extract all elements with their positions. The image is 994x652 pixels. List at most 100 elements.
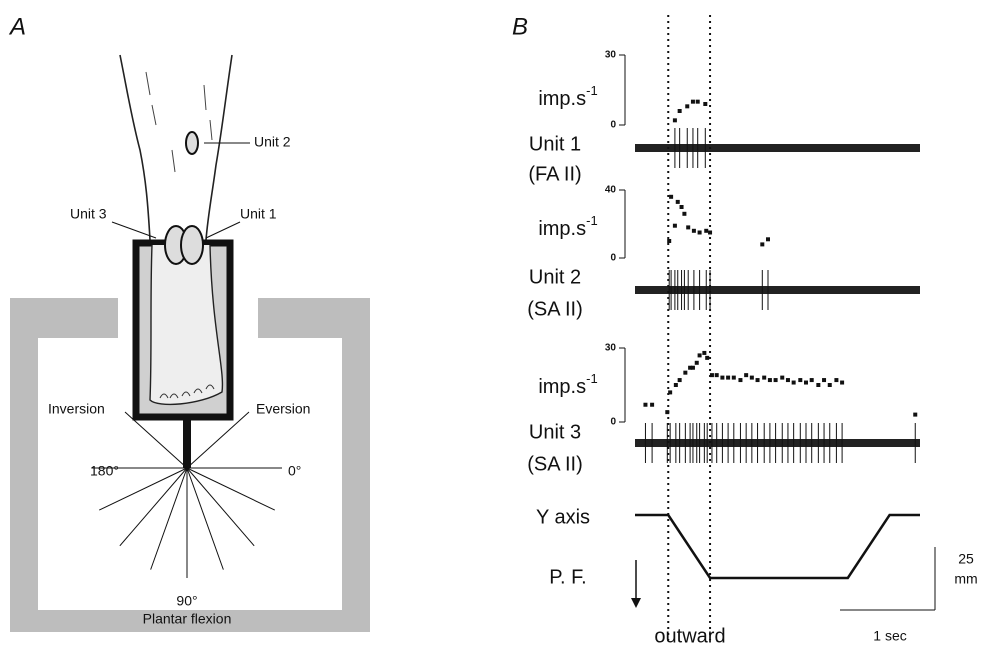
- direction-label: 180°: [90, 463, 119, 479]
- rate-dot: [766, 237, 770, 242]
- unit-name: Unit 2: [529, 266, 581, 288]
- unit-2-field: [185, 131, 199, 155]
- rate-dot: [720, 375, 725, 380]
- rate-dot: [913, 412, 918, 417]
- rate-dot: [744, 373, 749, 378]
- rate-dot: [780, 375, 785, 380]
- rate-dot: [667, 239, 672, 243]
- fan-line: [186, 467, 224, 570]
- fan-line: [150, 467, 188, 570]
- rate-dot: [668, 390, 673, 395]
- unit-label: Unit 3: [70, 206, 107, 222]
- rate-dot: [834, 378, 839, 383]
- rate-dot: [677, 109, 682, 113]
- rate-dot: [755, 378, 760, 383]
- rate-dot: [694, 360, 699, 365]
- stimulus-label: outward: [654, 625, 725, 647]
- unit-1-field: [180, 225, 204, 265]
- rate-dot: [714, 373, 719, 378]
- rate-dot: [785, 378, 790, 383]
- rate-dot: [683, 370, 688, 375]
- direction-label: Inversion: [48, 401, 105, 417]
- rate-dot: [697, 353, 702, 358]
- panel-label: A: [8, 13, 26, 40]
- unit-name: Unit 1: [529, 133, 581, 155]
- rate-dot: [749, 375, 754, 380]
- arrow: [111, 221, 157, 239]
- recording-baseline: [635, 286, 920, 294]
- rate-dot: [731, 375, 736, 380]
- panel-label: B: [512, 13, 528, 40]
- arrow-head: [631, 598, 641, 608]
- rate-dot: [686, 225, 691, 230]
- rate-dot: [773, 378, 778, 383]
- rate-unit: imp.s: [538, 376, 586, 398]
- position-label: Y axis: [536, 506, 590, 528]
- rate-dot: [695, 99, 700, 104]
- rate-dot: [690, 365, 695, 370]
- rate-dot: [809, 378, 814, 383]
- rate-exp: -1: [586, 213, 598, 228]
- fan-line: [119, 467, 188, 547]
- unit-class: (SA II): [527, 298, 583, 320]
- y-tick-label: 30: [605, 343, 617, 354]
- scale-label: 1 sec: [873, 628, 906, 644]
- rate-dot: [685, 104, 690, 109]
- rate-dot: [673, 383, 678, 387]
- unit-name: Unit 3: [529, 421, 581, 443]
- rate-unit: imp.s: [538, 218, 586, 240]
- recording-baseline: [635, 144, 920, 152]
- stem: [183, 420, 191, 468]
- rate-dot: [840, 380, 845, 385]
- rate-dot: [726, 375, 731, 380]
- rate-dot: [672, 223, 677, 228]
- rate-dot: [643, 402, 648, 407]
- rate-dot: [738, 378, 743, 383]
- fan-line: [124, 411, 188, 469]
- arrow: [205, 221, 241, 239]
- rate-dot: [650, 402, 655, 407]
- direction-label: 0°: [288, 463, 301, 479]
- rate-dot: [804, 380, 808, 385]
- fan-line: [99, 467, 188, 511]
- rate-dot: [760, 242, 765, 247]
- scale-label: 25: [958, 551, 974, 567]
- rate-dot: [703, 102, 708, 106]
- y-tick-label: 30: [605, 50, 617, 61]
- rate-dot: [669, 194, 674, 199]
- y-tick-label: 0: [610, 253, 616, 264]
- unit-class: (SA II): [527, 453, 583, 475]
- foot: [149, 244, 224, 406]
- rate-dot: [822, 378, 827, 383]
- toes: [159, 384, 215, 399]
- rate-dot: [682, 211, 687, 216]
- fan-line: [186, 411, 250, 469]
- rate-exp: -1: [586, 371, 598, 386]
- direction-label: Eversion: [256, 401, 310, 417]
- fan-line: [186, 467, 255, 547]
- direction-label: 90°: [176, 593, 197, 609]
- fan-line: [186, 467, 275, 511]
- rate-dot: [702, 350, 707, 355]
- rate-dot: [679, 205, 684, 209]
- direction-fan: [92, 411, 282, 578]
- rate-dot: [697, 230, 702, 235]
- rate-dot: [677, 378, 682, 383]
- rate-dot: [690, 99, 695, 104]
- y-tick-label: 40: [605, 185, 617, 196]
- rate-dot: [672, 118, 677, 123]
- unit-label: Unit 2: [254, 134, 291, 150]
- rate-dot: [705, 355, 710, 360]
- leg-lines: [145, 71, 213, 173]
- rate-dot: [704, 228, 709, 233]
- position-trace: [635, 513, 920, 580]
- unit-label: Unit 1: [240, 206, 277, 222]
- rate-unit: imp.s: [538, 88, 586, 110]
- direction-label: P. F.: [549, 566, 586, 588]
- rate-dot: [816, 383, 821, 387]
- recording-baseline: [635, 439, 920, 447]
- scale-label: mm: [954, 571, 977, 587]
- rate-label: imp.s-1: [538, 213, 597, 240]
